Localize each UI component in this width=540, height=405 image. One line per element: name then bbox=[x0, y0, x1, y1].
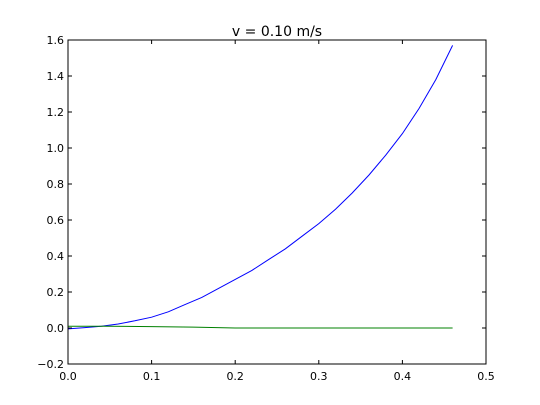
x-tick-label: 0.1 bbox=[143, 370, 161, 383]
y-tick-label: 1.4 bbox=[47, 70, 65, 83]
series-line-2 bbox=[68, 325, 453, 329]
y-tick-label: 0.6 bbox=[47, 214, 65, 227]
y-tick-label: 1.2 bbox=[47, 106, 65, 119]
y-tick-label: 0.0 bbox=[47, 322, 65, 335]
x-tick-label: 0.0 bbox=[59, 370, 77, 383]
plot-frame bbox=[67, 39, 487, 365]
series-line-1 bbox=[67, 45, 454, 330]
x-tick-label: 0.3 bbox=[310, 370, 328, 383]
y-axis: −0.2 0.0 0.2 0.4 0.6 0.8 1.0 1.2 1.4 1.6 bbox=[37, 34, 486, 371]
y-tick-label: 1.6 bbox=[47, 34, 65, 47]
y-tick-label: 0.2 bbox=[47, 286, 65, 299]
plot-lines bbox=[67, 45, 454, 330]
x-tick-label: 0.2 bbox=[226, 370, 244, 383]
y-tick-label: 0.8 bbox=[47, 178, 65, 191]
x-axis: 0.0 0.1 0.2 0.3 0.4 0.5 bbox=[59, 40, 495, 383]
x-tick-label: 0.5 bbox=[477, 370, 495, 383]
x-tick-label: 0.4 bbox=[394, 370, 412, 383]
y-tick-label: −0.2 bbox=[37, 358, 64, 371]
y-tick-label: 1.0 bbox=[47, 142, 65, 155]
y-tick-label: 0.4 bbox=[47, 250, 65, 263]
chart-title: v = 0.10 m/s bbox=[232, 24, 322, 40]
